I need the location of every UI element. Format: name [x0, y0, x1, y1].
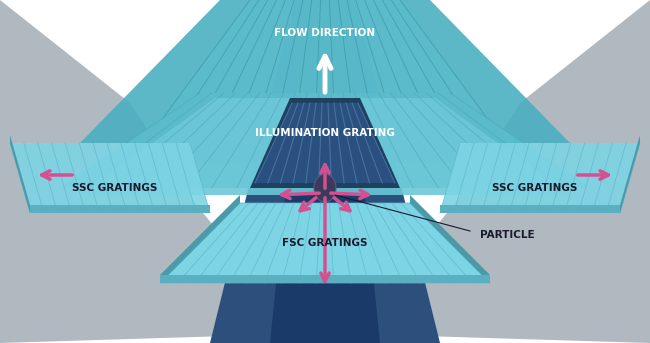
- Text: FSC GRATINGS: FSC GRATINGS: [282, 238, 368, 248]
- Text: PARTICLE: PARTICLE: [480, 230, 534, 240]
- Polygon shape: [270, 0, 380, 343]
- Text: FLOW DIRECTION: FLOW DIRECTION: [274, 28, 376, 38]
- Polygon shape: [80, 0, 570, 143]
- Polygon shape: [60, 93, 590, 188]
- Ellipse shape: [314, 174, 336, 202]
- Polygon shape: [10, 143, 210, 213]
- Polygon shape: [160, 195, 240, 283]
- Polygon shape: [160, 275, 490, 283]
- Text: SSC GRATINGS: SSC GRATINGS: [492, 183, 578, 193]
- Polygon shape: [620, 135, 640, 213]
- Polygon shape: [250, 98, 400, 188]
- Polygon shape: [160, 203, 490, 283]
- Polygon shape: [440, 143, 640, 213]
- Polygon shape: [30, 205, 210, 213]
- Polygon shape: [130, 0, 520, 163]
- Text: SSC GRATINGS: SSC GRATINGS: [72, 183, 158, 193]
- Text: ILLUMINATION GRATING: ILLUMINATION GRATING: [255, 128, 395, 138]
- Polygon shape: [0, 0, 325, 343]
- Polygon shape: [325, 0, 650, 343]
- Polygon shape: [410, 195, 490, 283]
- Polygon shape: [80, 98, 570, 195]
- Polygon shape: [210, 0, 440, 343]
- Polygon shape: [440, 205, 620, 213]
- Polygon shape: [10, 135, 30, 213]
- Polygon shape: [255, 103, 395, 183]
